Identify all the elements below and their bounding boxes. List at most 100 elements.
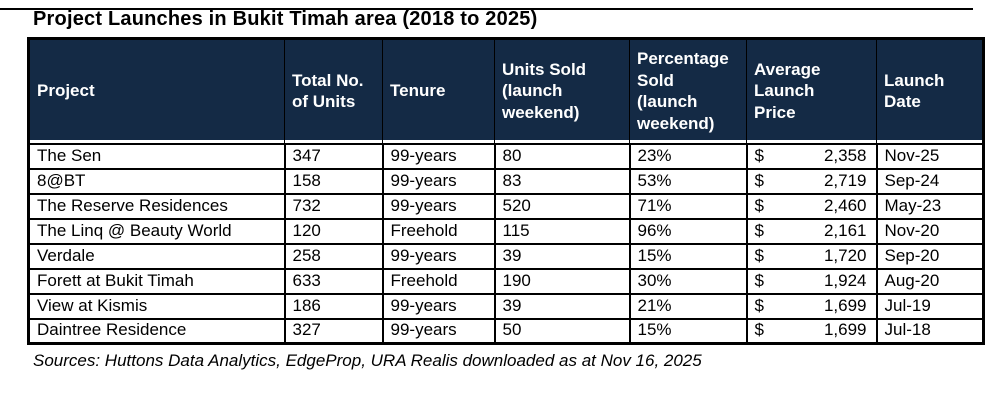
price-amount: 2,161 xyxy=(823,220,867,240)
cell-total-units: 120 xyxy=(283,217,384,245)
column-header-label: Units Sold (launch weekend) xyxy=(502,59,587,123)
price-amount: 1,924 xyxy=(823,270,867,290)
cell-avg-price: $2,719 xyxy=(745,167,878,195)
column-header-label: Tenure xyxy=(390,81,446,101)
table-row: The Sen 347 99-years 80 23% $2,358 Nov-25 xyxy=(27,142,985,170)
cell-total-units: 186 xyxy=(283,292,384,320)
cell-project: The Sen xyxy=(27,142,286,170)
cell-pct-sold: 53% xyxy=(628,167,748,195)
cell-launch-date: Sep-24 xyxy=(875,167,985,195)
cell-pct-sold: 96% xyxy=(628,217,748,245)
currency-symbol: $ xyxy=(754,245,764,265)
cell-launch-date: Jul-18 xyxy=(875,317,985,345)
cell-avg-price: $1,699 xyxy=(745,292,878,320)
table-row: The Linq @ Beauty World 120 Freehold 115 96%… xyxy=(27,217,985,245)
column-header-label: Total No. of Units xyxy=(292,70,364,112)
cell-tenure: 99-years xyxy=(381,317,496,345)
cell-pct-sold: 71% xyxy=(628,192,748,220)
price-amount: 2,460 xyxy=(823,195,867,215)
price-amount: 1,699 xyxy=(823,320,867,340)
cell-project: The Reserve Residences xyxy=(27,192,286,220)
column-header-project: Project xyxy=(28,38,285,144)
cell-launch-date: Nov-25 xyxy=(875,142,985,170)
table-row: View at Kismis 186 99-years 39 21% $1,699 Jul-… xyxy=(27,292,985,320)
cell-pct-sold: 15% xyxy=(628,242,748,270)
table-row: 8@BT 158 99-years 83 53% $2,719 Sep-24 xyxy=(27,167,985,195)
table-header: Project Total No. of Units Tenure Units Sol… xyxy=(28,38,984,144)
cell-launch-date: Sep-20 xyxy=(875,242,985,270)
cell-avg-price: $2,460 xyxy=(745,192,878,220)
cell-pct-sold: 21% xyxy=(628,292,748,320)
price-amount: 1,720 xyxy=(823,245,867,265)
column-header-pct-sold: Percentage Sold (launch weekend) xyxy=(629,38,747,144)
cell-launch-date: May-23 xyxy=(875,192,985,220)
currency-symbol: $ xyxy=(754,170,764,190)
cell-avg-price: $1,699 xyxy=(745,317,878,345)
currency-symbol: $ xyxy=(754,220,764,240)
cell-tenure: 99-years xyxy=(381,192,496,220)
cell-units-sold: 190 xyxy=(493,267,631,295)
cell-units-sold: 80 xyxy=(493,142,631,170)
column-header-avg-price: Average Launch Price xyxy=(746,38,877,144)
cell-units-sold: 50 xyxy=(493,317,631,345)
cell-project: Forett at Bukit Timah xyxy=(27,267,286,295)
currency-symbol: $ xyxy=(754,295,764,315)
cell-tenure: 99-years xyxy=(381,292,496,320)
price-amount: 2,719 xyxy=(823,170,867,190)
cell-tenure: Freehold xyxy=(381,267,496,295)
cell-total-units: 327 xyxy=(283,317,384,345)
column-header-label: Percentage Sold (launch weekend) xyxy=(637,48,729,133)
cell-project: Verdale xyxy=(27,242,286,270)
cell-total-units: 347 xyxy=(283,142,384,170)
cell-tenure: Freehold xyxy=(381,217,496,245)
table-body: The Sen 347 99-years 80 23% $2,358 Nov-25 8@BT 1… xyxy=(27,142,985,345)
price-amount: 1,699 xyxy=(823,295,867,315)
column-header-tenure: Tenure xyxy=(382,38,495,144)
project-launches-table: Project Total No. of Units Tenure Units Sol… xyxy=(27,37,985,345)
column-header-label: Launch Date xyxy=(884,70,945,112)
cell-units-sold: 39 xyxy=(493,292,631,320)
cell-total-units: 732 xyxy=(283,192,384,220)
cell-project: Daintree Residence xyxy=(27,317,286,345)
cell-units-sold: 39 xyxy=(493,242,631,270)
cell-total-units: 158 xyxy=(283,167,384,195)
cell-tenure: 99-years xyxy=(381,142,496,170)
table-row: Forett at Bukit Timah 633 Freehold 190 30% $1… xyxy=(27,267,985,295)
column-header-units-sold: Units Sold (launch weekend) xyxy=(494,38,630,144)
column-header-label: Project xyxy=(37,81,95,101)
table-row: The Reserve Residences 732 99-years 520 71% $… xyxy=(27,192,985,220)
cell-tenure: 99-years xyxy=(381,167,496,195)
cell-pct-sold: 23% xyxy=(628,142,748,170)
sources-note: Sources: Huttons Data Analytics, EdgePro… xyxy=(33,351,702,370)
cell-units-sold: 115 xyxy=(493,217,631,245)
cell-project: View at Kismis xyxy=(27,292,286,320)
currency-symbol: $ xyxy=(754,145,764,165)
currency-symbol: $ xyxy=(754,320,764,340)
cell-pct-sold: 30% xyxy=(628,267,748,295)
table-row: Verdale 258 99-years 39 15% $1,720 Sep-20 xyxy=(27,242,985,270)
column-header-total-units: Total No. of Units xyxy=(284,38,383,144)
cell-total-units: 258 xyxy=(283,242,384,270)
cell-tenure: 99-years xyxy=(381,242,496,270)
currency-symbol: $ xyxy=(754,195,764,215)
table-row: Daintree Residence 327 99-years 50 15% $1,699… xyxy=(27,317,985,345)
cell-units-sold: 83 xyxy=(493,167,631,195)
cell-launch-date: Jul-19 xyxy=(875,292,985,320)
column-header-label: Average Launch Price xyxy=(754,59,821,123)
column-header-launch-date: Launch Date xyxy=(876,38,984,144)
cell-launch-date: Aug-20 xyxy=(875,267,985,295)
cell-pct-sold: 15% xyxy=(628,317,748,345)
cell-avg-price: $1,924 xyxy=(745,267,878,295)
cell-avg-price: $2,358 xyxy=(745,142,878,170)
cell-project: The Linq @ Beauty World xyxy=(27,217,286,245)
cell-project: 8@BT xyxy=(27,167,286,195)
cell-units-sold: 520 xyxy=(493,192,631,220)
price-amount: 2,358 xyxy=(823,145,867,165)
header-row: Project Total No. of Units Tenure Units Sol… xyxy=(28,38,984,144)
currency-symbol: $ xyxy=(754,270,764,290)
window-edge-line xyxy=(0,8,973,10)
cell-launch-date: Nov-20 xyxy=(875,217,985,245)
cell-avg-price: $1,720 xyxy=(745,242,878,270)
page-title: Project Launches in Bukit Timah area (20… xyxy=(33,8,538,30)
cell-total-units: 633 xyxy=(283,267,384,295)
